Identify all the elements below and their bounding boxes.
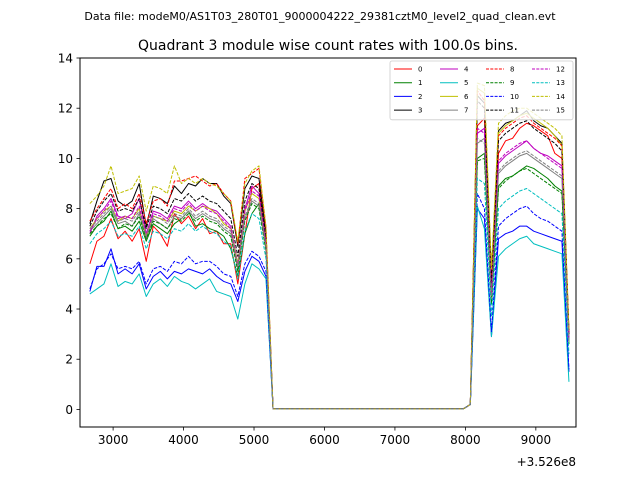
x-tick-label: 3000	[98, 433, 129, 447]
legend-label-15: 15	[556, 107, 565, 115]
series-line-15	[89, 137, 570, 410]
y-tick-label: 10	[58, 152, 73, 166]
y-tick-label: 4	[65, 303, 73, 317]
series-line-13	[89, 177, 570, 410]
figure-suptitle: Data file: modeM0/AS1T03_280T01_90000042…	[84, 10, 556, 23]
x-axis: 3000 4000 5000 6000 7000 8000 9000	[98, 427, 551, 447]
legend-label-4: 4	[464, 66, 469, 74]
legend-label-1: 1	[418, 79, 422, 87]
x-tick-label: 9000	[521, 433, 552, 447]
y-tick-label: 0	[65, 403, 73, 417]
legend-box	[389, 60, 574, 121]
legend-label-7: 7	[464, 107, 468, 115]
y-tick-label: 2	[65, 353, 73, 367]
legend-label-9: 9	[510, 79, 514, 87]
x-tick-label: 5000	[239, 433, 270, 447]
x-tick-label: 6000	[309, 433, 340, 447]
legend-label-13: 13	[556, 79, 565, 87]
x-tick-label: 7000	[380, 433, 411, 447]
legend-label-10: 10	[510, 93, 519, 101]
legend-label-8: 8	[510, 66, 514, 74]
legend-label-2: 2	[418, 93, 422, 101]
legend-label-5: 5	[464, 79, 468, 87]
plot-frame	[79, 57, 577, 428]
series-layer	[89, 82, 570, 410]
x-offset-label: +3.526e8	[517, 455, 576, 469]
y-tick-label: 14	[58, 52, 73, 66]
legend-label-3: 3	[418, 107, 422, 115]
legend-label-6: 6	[464, 93, 469, 101]
y-tick-label: 6	[65, 252, 73, 266]
y-axis: 0 2 4 6 8 10 12 14	[58, 52, 80, 417]
x-tick-label: 8000	[450, 433, 481, 447]
legend-label-12: 12	[556, 66, 565, 74]
legend-label-14: 14	[556, 93, 565, 101]
chart-title: Quadrant 3 module wise count rates with …	[138, 38, 518, 54]
legend-label-11: 11	[510, 107, 519, 115]
series-line-14	[89, 82, 570, 410]
x-tick-label: 4000	[168, 433, 199, 447]
series-line-9	[89, 157, 570, 410]
legend-label-0: 0	[418, 66, 422, 74]
y-tick-label: 8	[65, 202, 73, 216]
y-tick-label: 12	[58, 102, 73, 116]
